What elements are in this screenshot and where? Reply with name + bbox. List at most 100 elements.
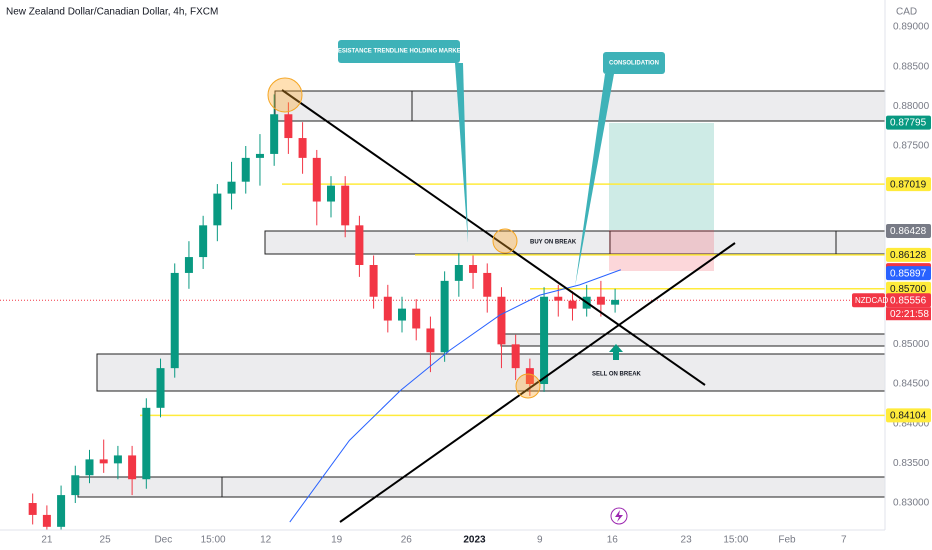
candle-body	[568, 300, 577, 309]
y-tick-label: 0.85000	[893, 339, 930, 350]
callout-text: RESISTANCE TRENDLINE HOLDING MARKET	[334, 49, 465, 55]
target-box	[609, 123, 714, 230]
candle-body	[483, 272, 492, 297]
y-tick-label: 0.89000	[893, 22, 930, 33]
candle-body	[227, 181, 236, 194]
candle-body	[540, 296, 549, 385]
candle-body	[184, 257, 193, 273]
annotation-text: BUY ON BREAK	[530, 240, 577, 246]
candle-body	[454, 265, 463, 281]
candle-body	[525, 368, 534, 385]
timer-badge	[886, 307, 931, 321]
candle-body	[596, 296, 605, 305]
candle-body	[241, 157, 250, 182]
price-badge-text: 0.85897	[890, 268, 927, 279]
y-tick-label: 0.84000	[893, 418, 930, 429]
price-badge-text: 0.87019	[890, 179, 927, 190]
x-tick-label: 25	[100, 535, 112, 546]
x-tick-label: 15:00	[201, 535, 226, 546]
candle-body	[312, 157, 321, 202]
price-badge	[886, 115, 931, 130]
price-badge	[886, 177, 931, 192]
callout-box	[338, 40, 460, 63]
moving-average	[289, 269, 621, 523]
callout-pointer	[455, 63, 468, 243]
candle-body	[71, 475, 80, 496]
candle-body	[383, 296, 392, 321]
callout-box	[603, 52, 665, 74]
candle-body	[199, 225, 208, 258]
candle-body	[412, 308, 421, 329]
candle-body	[42, 514, 51, 527]
candles	[28, 94, 621, 534]
time-axis	[0, 530, 885, 550]
price-badge-text: 0.85700	[890, 284, 927, 295]
chart-title: New Zealand Dollar/Canadian Dollar, 4h, …	[6, 7, 218, 18]
event-icon	[610, 507, 628, 525]
zone	[500, 333, 886, 347]
x-tick-label: 2023	[463, 535, 486, 546]
candle-body	[85, 459, 94, 476]
zone	[77, 476, 886, 498]
price-badge	[886, 408, 931, 423]
callouts	[338, 40, 665, 287]
x-tick-label: 21	[41, 535, 53, 546]
candle-body	[284, 114, 293, 139]
candle-body	[57, 495, 66, 527]
candle-body	[511, 344, 520, 369]
candle-body	[497, 296, 506, 345]
candle-body	[341, 185, 350, 226]
candle-body	[554, 296, 563, 301]
candle-body	[142, 407, 151, 480]
last-price-badge	[886, 293, 931, 308]
symbol-text: NZDCAD	[855, 296, 889, 305]
candle-body	[440, 280, 449, 353]
zone	[96, 353, 886, 392]
highlights	[267, 77, 541, 399]
candle-body	[469, 265, 478, 273]
x-tick-label: 23	[681, 535, 693, 546]
x-tick-label: 19	[331, 535, 343, 546]
x-tick-label: 7	[841, 535, 847, 546]
x-tick-label: Feb	[778, 535, 796, 546]
y-tick-label: 0.84500	[893, 379, 930, 390]
candle-body	[298, 138, 307, 158]
candle-body	[355, 225, 364, 265]
currency-label: CAD	[896, 7, 917, 18]
price-badge-text: 0.86128	[890, 250, 927, 261]
price-badge	[886, 224, 931, 239]
candle-body	[270, 114, 279, 154]
timer-text: 02:21:58	[890, 309, 929, 320]
highlight-circle	[267, 77, 303, 113]
candle-body	[170, 272, 179, 369]
candle-body	[611, 299, 620, 305]
up-arrow	[609, 344, 623, 360]
y-tick-label: 0.87500	[893, 141, 930, 152]
x-tick-label: 16	[607, 535, 619, 546]
x-tick-label: 12	[260, 535, 272, 546]
x-tick-label: 15:00	[723, 535, 748, 546]
symbol-badge	[852, 293, 885, 308]
callout-text: CONSOLIDATION	[609, 61, 659, 67]
price-badge	[886, 281, 931, 296]
highlight-circle	[515, 373, 541, 399]
y-tick-label: 0.88500	[893, 61, 930, 72]
x-tick-label: Dec	[154, 535, 172, 546]
price-badge-text: 0.87795	[890, 118, 927, 129]
candle-body	[213, 193, 222, 226]
price-lines	[0, 183, 885, 417]
x-tick-label: 26	[401, 535, 413, 546]
x-tick-label: 9	[537, 535, 543, 546]
callout-pointer	[575, 74, 614, 287]
trendline	[339, 242, 736, 523]
candle-body	[398, 308, 407, 321]
zone	[274, 90, 886, 122]
candle-body	[28, 503, 37, 515]
highlight-circle	[492, 228, 518, 254]
candle-body	[326, 185, 335, 202]
candle-body	[113, 455, 122, 464]
price-badge	[886, 266, 931, 281]
y-tick-label: 0.83000	[893, 498, 930, 509]
